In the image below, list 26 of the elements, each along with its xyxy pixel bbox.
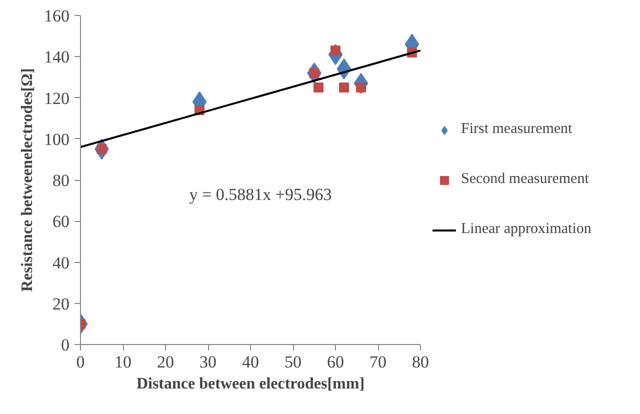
y-tick-label: 60: [52, 212, 70, 232]
y-tick-label: 20: [52, 294, 70, 314]
y-tick-label: 120: [44, 88, 70, 108]
legend-label: Linear approximation: [461, 221, 592, 238]
y-tick-label: 0: [61, 336, 70, 354]
x-tick-label: 50: [284, 352, 302, 372]
x-axis-title: Distance between electrodes[mm]: [136, 376, 365, 392]
y-tick-label: 160: [44, 6, 70, 26]
x-tick-label: 10: [114, 352, 132, 372]
point: [339, 82, 349, 92]
x-tick-label: 80: [412, 352, 429, 372]
y-tick-label: 100: [44, 130, 70, 149]
x-tick-label: 0: [76, 352, 85, 372]
x-tick-label: 40: [242, 352, 259, 372]
y-tick-label: 40: [52, 253, 70, 272]
annotation: y = 0.5881x +95.963: [189, 185, 332, 204]
x-tick-label: 60: [327, 352, 344, 372]
y-axis-title: Resistance betweenelectrodes[Ω]: [19, 68, 36, 292]
y-tick-label: 80: [52, 171, 70, 190]
point: [314, 82, 324, 92]
x-tick-label: 20: [157, 352, 174, 372]
y-tick-label: 140: [44, 48, 70, 67]
x-tick-label: 30: [200, 352, 216, 372]
legend-label: First measurement: [461, 121, 572, 138]
x-tick-label: 70: [370, 352, 386, 372]
legend-label: Second measurement: [461, 171, 589, 188]
